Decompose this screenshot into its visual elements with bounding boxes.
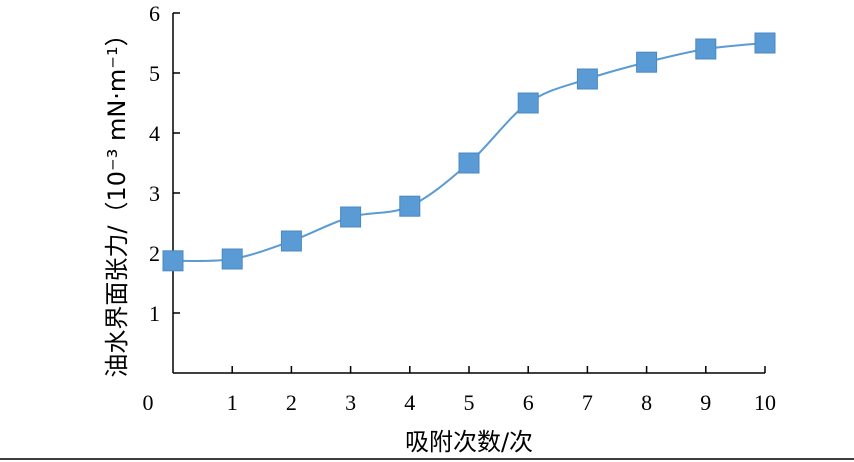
y-tick-label: 2 <box>149 241 160 266</box>
data-point-marker <box>162 250 184 272</box>
x-tick-label: 8 <box>641 390 652 415</box>
data-point-marker <box>576 68 598 90</box>
data-point-marker <box>340 206 362 228</box>
x-tick-label: 4 <box>404 390 415 415</box>
y-tick-label: 3 <box>149 181 160 206</box>
x-tick-label: 3 <box>345 390 356 415</box>
data-point-marker <box>458 152 480 174</box>
x-tick-label: 7 <box>582 390 593 415</box>
y-tick-label: 4 <box>149 121 160 146</box>
data-point-marker <box>221 248 243 270</box>
y-axis-label: 油水界面张力/（10⁻³ mN·m⁻¹） <box>103 22 131 377</box>
y-tick-label: 1 <box>149 301 160 326</box>
y-tick-label: 5 <box>149 61 160 86</box>
x-tick-label: 2 <box>286 390 297 415</box>
x-tick-label: 5 <box>464 390 475 415</box>
x-axis-label: 吸附次数/次 <box>405 428 533 456</box>
x-tick-label: 0 <box>143 390 154 415</box>
data-point-marker <box>636 51 658 73</box>
data-point-marker <box>280 230 302 252</box>
x-tick-label: 10 <box>754 390 776 415</box>
data-point-marker <box>399 195 421 217</box>
y-tick-label: 6 <box>149 1 160 26</box>
data-point-marker <box>695 38 717 60</box>
x-tick-label: 6 <box>523 390 534 415</box>
data-point-marker <box>517 92 539 114</box>
data-point-marker <box>754 32 776 54</box>
x-tick-label: 1 <box>227 390 238 415</box>
series-line <box>172 42 766 263</box>
x-tick-label: 9 <box>700 390 711 415</box>
